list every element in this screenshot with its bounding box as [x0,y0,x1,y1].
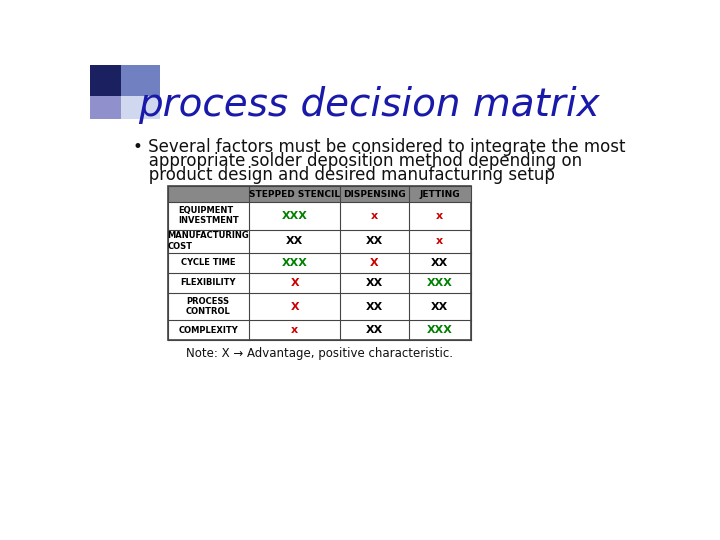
Text: X: X [370,258,379,268]
Text: Note: X → Advantage, positive characteristic.: Note: X → Advantage, positive characteri… [186,347,452,360]
Text: FLEXIBILITY: FLEXIBILITY [181,278,236,287]
Text: XX: XX [366,301,383,312]
Text: • Several factors must be considered to integrate the most: • Several factors must be considered to … [132,138,625,156]
Text: x: x [371,211,378,221]
Text: XX: XX [286,236,303,246]
Text: PROCESS
CONTROL: PROCESS CONTROL [186,297,230,316]
Text: XXX: XXX [426,278,452,288]
Text: process decision matrix: process decision matrix [138,86,600,124]
Text: STEPPED STENCIL: STEPPED STENCIL [249,190,340,199]
Text: DISPENSING: DISPENSING [343,190,406,199]
Text: x: x [436,211,443,221]
Bar [121,65,160,96]
Bar [168,186,471,340]
Text: X: X [290,278,299,288]
Text: EQUIPMENT
INVESTMENT: EQUIPMENT INVESTMENT [178,206,238,225]
Text: XX: XX [366,236,383,246]
Text: XX: XX [366,278,383,288]
Text: XXX: XXX [426,326,452,335]
Text: x: x [436,236,443,246]
Text: appropriate solder deposition method depending on: appropriate solder deposition method dep… [132,152,582,170]
Text: XXX: XXX [282,211,307,221]
Text: JETTING: JETTING [419,190,460,199]
Text: product design and desired manufacturing setup: product design and desired manufacturing… [132,166,554,184]
Text: XX: XX [431,301,448,312]
Bar [90,96,121,119]
Text: XX: XX [366,326,383,335]
Bar [90,65,121,96]
Text: COMPLEXITY: COMPLEXITY [179,326,238,335]
Text: XX: XX [431,258,448,268]
Bar [121,96,160,119]
Bar [168,186,471,202]
Text: XXX: XXX [282,258,307,268]
Text: CYCLE TIME: CYCLE TIME [181,258,235,267]
Text: MANUFACTURING
COST: MANUFACTURING COST [167,232,249,251]
Text: X: X [290,301,299,312]
Text: x: x [291,326,298,335]
